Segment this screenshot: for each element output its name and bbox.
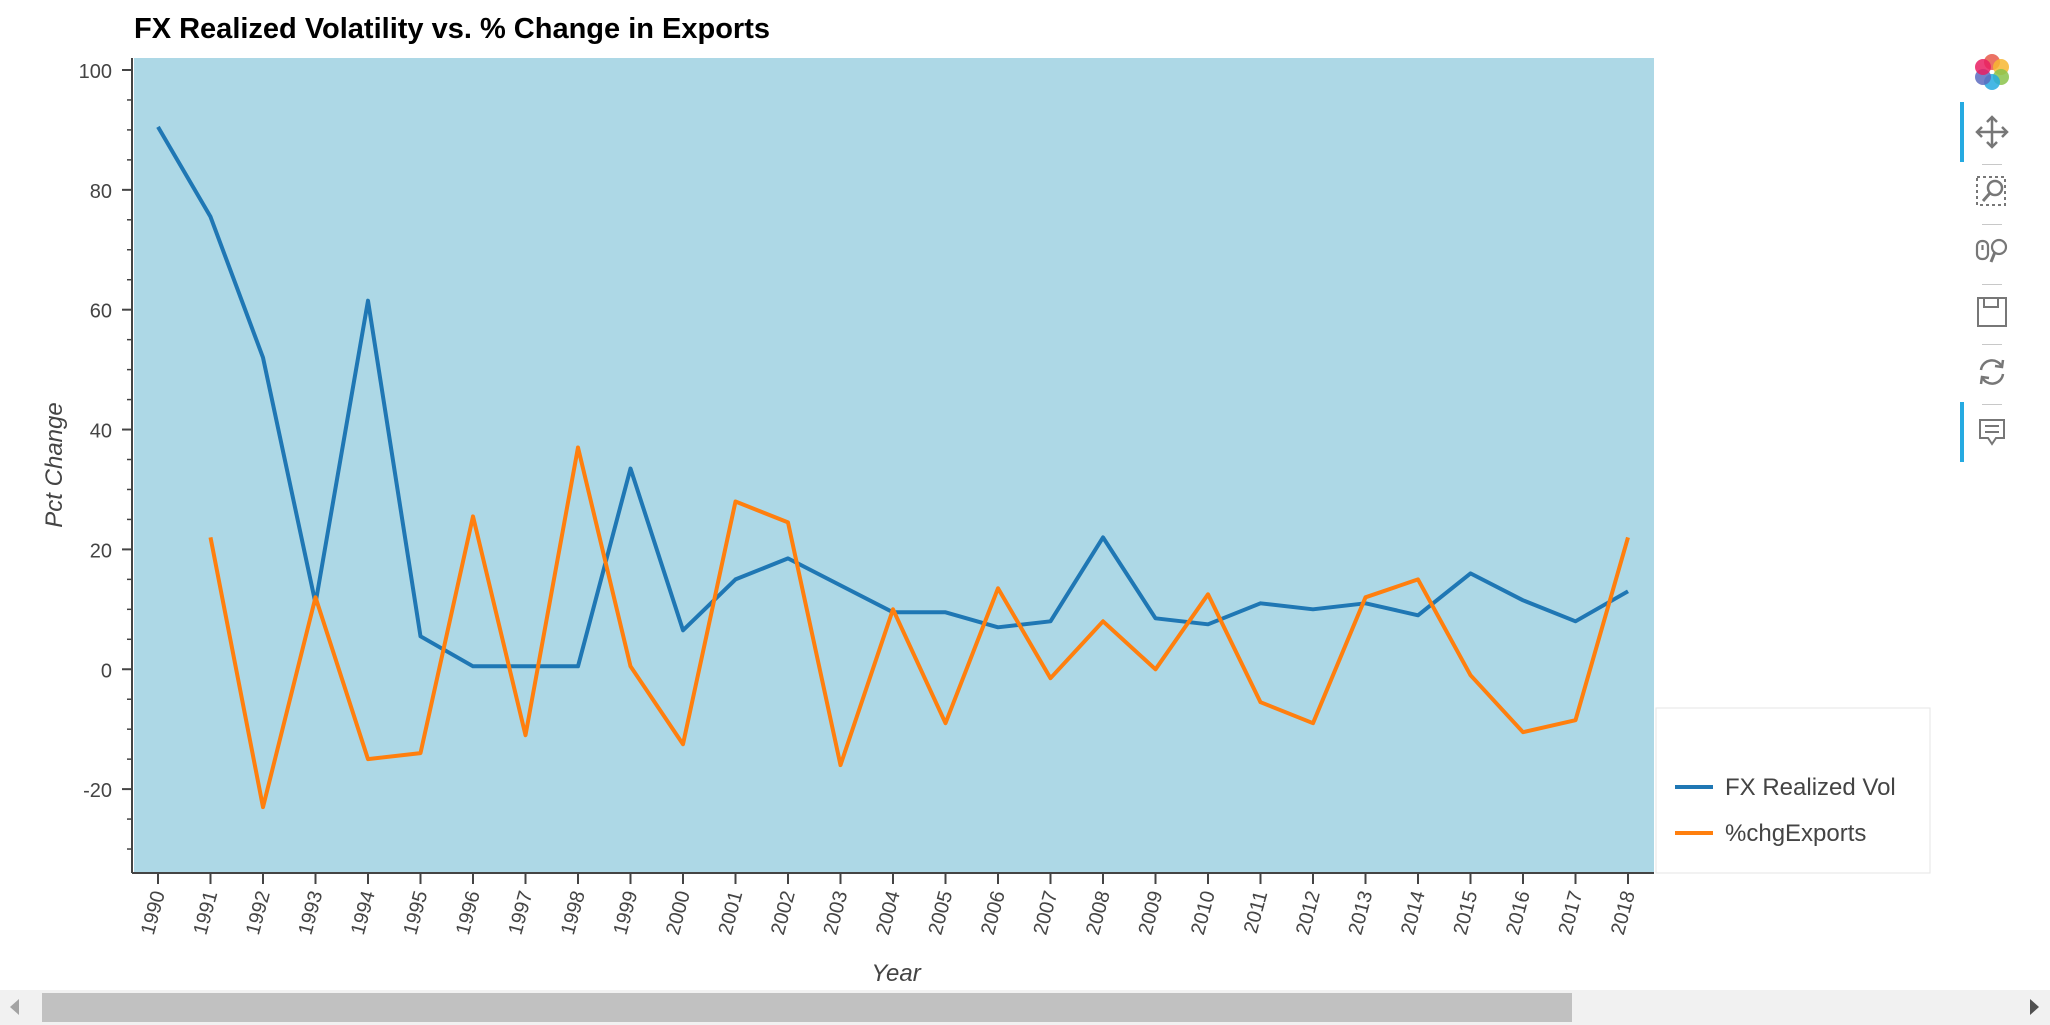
x-tick-label: 2011	[1240, 889, 1272, 936]
x-tick-label: 2013	[1345, 889, 1378, 938]
chart-title: FX Realized Volatility vs. % Change in E…	[134, 13, 770, 45]
y-tick-label: 60	[90, 301, 112, 323]
x-tick-label: 2010	[1187, 889, 1220, 938]
wheel-zoom-icon[interactable]	[1972, 232, 2012, 272]
horizontal-scrollbar[interactable]	[0, 990, 2050, 1025]
x-tick-label: 1994	[347, 889, 380, 938]
y-tick-label: 100	[79, 61, 112, 83]
x-tick-label: 2016	[1502, 889, 1535, 938]
x-tick-label: 1993	[295, 889, 328, 938]
x-tick-label: 2012	[1292, 889, 1325, 938]
legend-label-chg-exports: %chgExports	[1725, 820, 1866, 847]
y-axis-ticks: 100 80 60 40 20 0 -20	[79, 61, 132, 850]
x-tick-label: 2004	[872, 889, 905, 938]
scroll-right-arrow-icon[interactable]	[2030, 999, 2039, 1015]
x-axis-ticks: 1990 1991 1992 1993 1994 1995 1996 1997 1998 1999…	[137, 873, 1640, 937]
pan-icon[interactable]	[1960, 102, 2012, 162]
x-tick-label: 1997	[505, 889, 538, 938]
y-tick-label: 40	[90, 421, 112, 443]
hover-icon[interactable]	[1960, 402, 2012, 462]
x-tick-label: 2005	[925, 889, 958, 938]
reset-icon[interactable]	[1972, 352, 2012, 392]
x-tick-label: 1999	[610, 889, 643, 938]
x-tick-label: 2017	[1555, 889, 1588, 938]
legend-label-fx-realized-vol: FX Realized Vol	[1725, 774, 1896, 801]
scroll-left-arrow-icon[interactable]	[10, 999, 19, 1015]
x-tick-label: 2002	[767, 889, 800, 938]
x-tick-label: 2006	[977, 889, 1010, 938]
save-icon[interactable]	[1972, 292, 2012, 332]
legend-box	[1655, 707, 1931, 874]
x-tick-label: 1998	[557, 889, 590, 938]
x-tick-label: 2008	[1082, 889, 1115, 938]
x-tick-label: 2014	[1397, 889, 1430, 938]
x-tick-label: 1990	[137, 889, 170, 938]
plot-area[interactable]	[134, 58, 1654, 873]
x-tick-label: 1992	[242, 889, 275, 938]
y-tick-label: -20	[83, 780, 112, 802]
x-tick-label: 2000	[662, 889, 695, 938]
x-tick-label: 2015	[1450, 889, 1483, 938]
chart-toolbar	[1960, 52, 2040, 492]
y-tick-label: 80	[90, 181, 112, 203]
series-layer	[156, 125, 1630, 810]
series-line-chgexports	[208, 445, 1630, 810]
scrollbar-thumb[interactable]	[42, 993, 1572, 1022]
legend: FX Realized Vol %chgExports	[1655, 707, 1931, 874]
x-tick-label: 2007	[1030, 889, 1063, 938]
box-zoom-icon[interactable]	[1972, 172, 2012, 212]
y-tick-label: 0	[101, 660, 112, 682]
x-tick-label: 2003	[820, 889, 853, 938]
x-tick-label: 1995	[400, 889, 433, 938]
y-axis-label: Pct Change	[41, 402, 68, 527]
bokeh-logo-icon[interactable]	[1972, 52, 2012, 92]
y-tick-label: 20	[90, 540, 112, 562]
x-tick-label: 2001	[715, 889, 748, 938]
x-tick-label: 2009	[1135, 889, 1168, 938]
x-tick-label: 2018	[1607, 889, 1640, 938]
x-axis-label: Year	[871, 960, 921, 987]
x-tick-label: 1996	[452, 889, 485, 938]
x-tick-label: 1991	[190, 889, 223, 938]
